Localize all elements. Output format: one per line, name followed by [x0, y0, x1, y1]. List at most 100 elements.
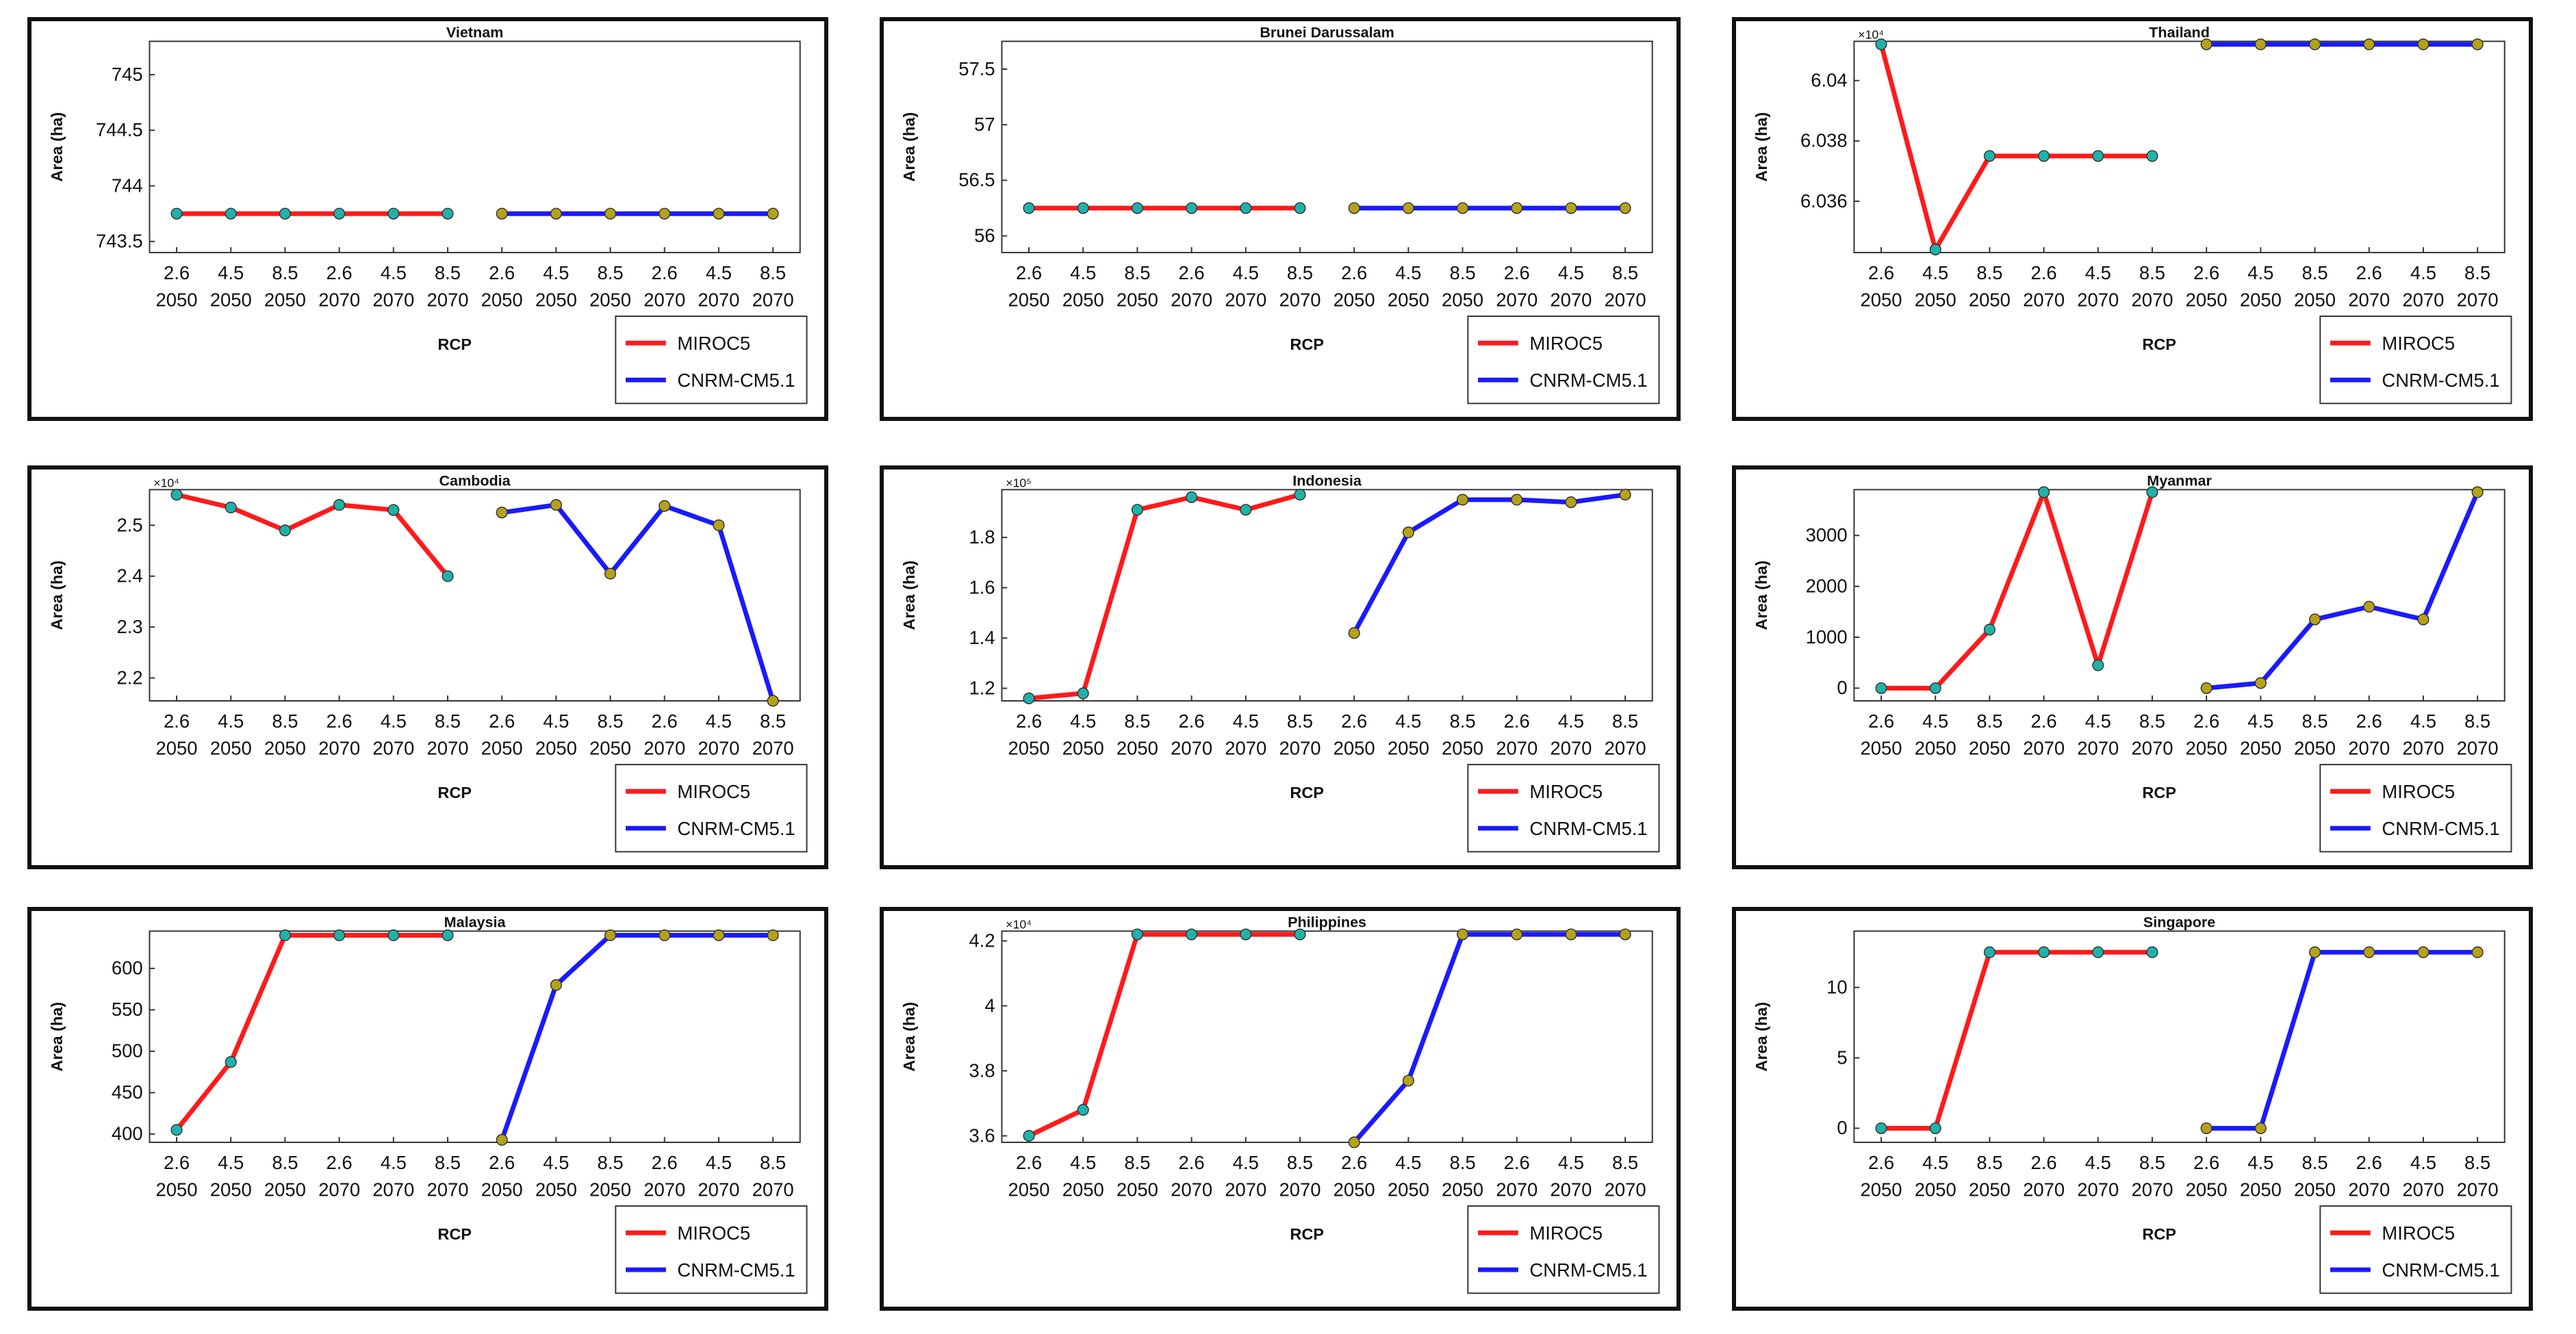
series-line-miroc5: [1028, 492, 1301, 701]
x-tick-rcp: 2.6: [1341, 1152, 1367, 1173]
x-tick-rcp: 2.6: [327, 1152, 353, 1173]
data-point: [1077, 687, 1089, 700]
x-tick-year: 2050: [589, 1179, 631, 1200]
data-point: [2038, 150, 2050, 162]
x-tick-year: 2070: [643, 289, 685, 310]
y-tick-label: 6.036: [1800, 190, 1848, 211]
y-axis-label: Area (ha): [900, 1002, 918, 1072]
x-tick-rcp: 2.6: [164, 710, 190, 732]
x-tick-year: 2070: [698, 737, 739, 758]
chart-panel-vietnam: Vietnam 743.5 744 744.5 745 Area (ha) 2.6 2050 4…: [27, 17, 828, 421]
x-tick-year: 2070: [1496, 289, 1538, 310]
data-point: [2146, 946, 2158, 958]
legend-label: MIROC5: [677, 333, 750, 354]
data-point: [170, 207, 183, 220]
data-point: [1402, 202, 1414, 214]
x-tick-year: 2050: [2240, 737, 2282, 758]
data-point: [1186, 491, 1198, 503]
data-point: [1348, 1136, 1360, 1149]
x-tick-year: 2070: [2023, 1179, 2065, 1200]
x-tick-year: 2050: [1915, 289, 1956, 310]
x-tick-year: 2070: [1171, 289, 1212, 310]
x-tick-year: 2050: [2240, 289, 2282, 310]
data-point: [2254, 677, 2267, 689]
x-tick-rcp: 4.5: [1922, 710, 1948, 732]
x-tick-rcp: 8.5: [1449, 1152, 1475, 1173]
data-point: [1929, 244, 1941, 256]
axis-exponent: ×10⁵: [1006, 476, 1031, 489]
chart-panel-philippines: Philippines ×10⁴ 3.6 3.8 4 4.2 Area (ha) 2.6 205…: [880, 907, 1681, 1311]
x-axis-label: RCP: [1290, 335, 1324, 353]
x-tick-rcp: 8.5: [1612, 710, 1638, 732]
series-line-cnrm-cm5-1: [499, 933, 774, 1141]
data-point: [2254, 38, 2267, 51]
data-point: [2200, 1122, 2212, 1134]
x-tick-year: 2070: [1279, 1179, 1321, 1200]
chart-title: Vietnam: [446, 24, 503, 41]
x-tick-rcp: 2.6: [1504, 710, 1530, 732]
x-axis-label: RCP: [2142, 1225, 2176, 1243]
x-tick-year: 2050: [1008, 1179, 1050, 1200]
x-tick-year: 2070: [1605, 289, 1646, 310]
data-point: [442, 570, 454, 582]
legend-label: MIROC5: [1529, 781, 1603, 802]
data-point: [2092, 946, 2104, 958]
x-tick-rcp: 2.6: [1179, 710, 1205, 732]
x-tick-rcp: 4.5: [2247, 262, 2273, 283]
data-point: [1875, 38, 1887, 51]
data-point: [1875, 1122, 1887, 1134]
data-point: [1983, 946, 1995, 958]
chart-title: Singapore: [2143, 914, 2215, 931]
y-tick-label: 57.5: [958, 58, 995, 79]
x-tick-rcp: 8.5: [597, 262, 623, 283]
x-tick-year: 2050: [1062, 289, 1104, 310]
x-tick-year: 2070: [2457, 289, 2499, 310]
x-tick-year: 2050: [1915, 737, 1956, 758]
chart-svg: Cambodia ×10⁴ 2.2 2.3 2.4 2.5 Area (ha) 2.6 2050…: [48, 472, 808, 853]
legend-label: MIROC5: [2382, 781, 2455, 802]
x-tick-year: 2070: [698, 289, 739, 310]
chart-panel-brunei-darussalam: Brunei Darussalam 56 56.5 57 57.5 Area (ha) 2.…: [880, 17, 1681, 421]
x-tick-year: 2050: [1442, 737, 1483, 758]
y-tick-label: 3000: [1806, 524, 1848, 546]
chart-svg: Singapore 0 5 10 Area (ha) 2.6 2050 4.5 2050 8.5 2…: [1752, 914, 2512, 1294]
x-tick-rcp: 8.5: [435, 1152, 461, 1173]
x-tick-year: 2050: [1861, 1179, 1902, 1200]
legend-label: CNRM-CM5.1: [1529, 370, 1647, 391]
x-tick-rcp: 8.5: [597, 710, 623, 732]
y-tick-label: 56.5: [958, 169, 995, 190]
chart-panel-thailand: Thailand ×10⁴ 6.036 6.038 6.04 Area (ha) 2.6 20…: [1732, 17, 2533, 421]
x-tick-rcp: 4.5: [1395, 262, 1421, 283]
x-tick-year: 2050: [589, 737, 631, 758]
x-tick-year: 2070: [1279, 737, 1321, 758]
legend-label: CNRM-CM5.1: [2382, 818, 2499, 839]
y-tick-label: 400: [112, 1123, 143, 1144]
series-line-cnrm-cm5-1: [501, 502, 776, 702]
x-tick-year: 2050: [1388, 1179, 1429, 1200]
x-tick-year: 2070: [1171, 1179, 1212, 1200]
plot-area: [1001, 489, 1653, 702]
y-tick-label: 4.2: [969, 929, 995, 951]
y-tick-label: 1.4: [969, 627, 995, 648]
x-tick-year: 2070: [2131, 289, 2173, 310]
data-point: [604, 929, 617, 942]
data-point: [2254, 1122, 2267, 1134]
y-axis-label: Area (ha): [900, 112, 918, 182]
x-tick-year: 2050: [1008, 289, 1050, 310]
data-point: [1565, 928, 1577, 940]
legend-box: [2319, 1205, 2512, 1294]
data-point: [1983, 624, 1995, 636]
x-tick-rcp: 4.5: [1558, 262, 1584, 283]
x-tick-year: 2070: [318, 289, 360, 310]
x-tick-year: 2050: [589, 289, 631, 310]
legend-label: CNRM-CM5.1: [677, 818, 795, 839]
x-tick-rcp: 4.5: [2247, 1152, 2273, 1173]
y-tick-label: 2.4: [117, 565, 143, 587]
y-tick-label: 0: [1837, 1117, 1847, 1138]
legend-box: [1467, 316, 1660, 405]
series-line-cnrm-cm5-1: [1352, 932, 1626, 1144]
data-point: [1294, 928, 1306, 940]
chart-svg: Brunei Darussalam 56 56.5 57 57.5 Area (ha) 2.…: [900, 24, 1660, 405]
x-tick-rcp: 8.5: [435, 262, 461, 283]
x-tick-rcp: 2.6: [327, 710, 353, 732]
